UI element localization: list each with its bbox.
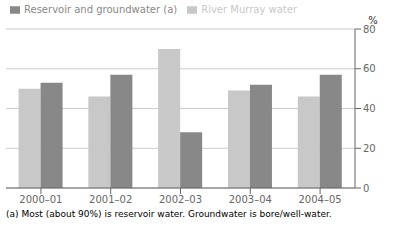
svg-text:80: 80 — [363, 23, 376, 35]
svg-text:2001–02: 2001–02 — [89, 194, 132, 205]
html-text:River Murray water: River Murray water — [201, 4, 297, 15]
svg-text:2002–03: 2002–03 — [159, 194, 202, 205]
svg-text:0: 0 — [363, 183, 369, 194]
svg-text:40: 40 — [363, 103, 376, 114]
html-text:Reservoir and groundwater (a): Reservoir and groundwater (a) — [24, 4, 178, 15]
svg-text:2003–04: 2003–04 — [229, 194, 272, 205]
html-text:(a) Most (about 90%) is reserv: (a) Most (about 90%) is reservoir water.… — [6, 209, 332, 219]
svg-text:60: 60 — [363, 63, 376, 74]
svg-text:2004–05: 2004–05 — [299, 194, 342, 205]
svg-text:2000–01: 2000–01 — [19, 194, 62, 205]
svg-text:%: % — [368, 15, 378, 26]
svg-text:20: 20 — [363, 143, 376, 154]
